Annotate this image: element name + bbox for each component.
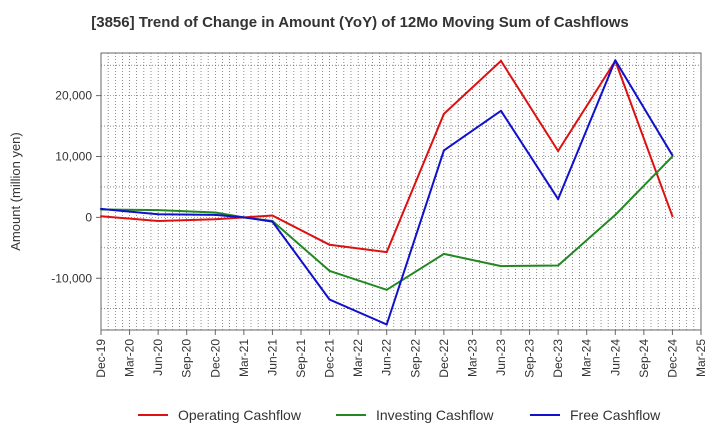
y-tick-label: 20,000 xyxy=(55,89,92,103)
data-point xyxy=(671,215,674,218)
legend: Operating Cashflow Investing Cashflow Free… xyxy=(138,407,661,423)
series-line-operating-cashflow xyxy=(100,59,674,254)
x-tick-label: Dec-21 xyxy=(323,339,337,378)
data-point xyxy=(242,216,245,219)
grid-lines xyxy=(100,53,701,330)
data-point xyxy=(500,59,502,62)
data-point xyxy=(500,109,502,112)
x-tick-label: Dec-19 xyxy=(94,339,108,378)
data-point xyxy=(328,269,331,272)
data-point xyxy=(157,209,160,212)
data-point xyxy=(271,214,274,217)
data-point xyxy=(157,220,160,223)
data-point xyxy=(214,213,217,216)
series-lines xyxy=(100,59,674,326)
data-point xyxy=(100,215,102,218)
data-point xyxy=(385,251,388,254)
y-axis-ticks: 20,000 10,000 0 -10,000 xyxy=(51,89,101,285)
x-tick-label: Mar-20 xyxy=(123,339,137,377)
data-point xyxy=(557,150,560,153)
data-point xyxy=(442,149,445,152)
data-point xyxy=(557,264,560,267)
data-point xyxy=(271,220,274,223)
data-point xyxy=(442,112,445,115)
data-point xyxy=(671,154,674,157)
data-point xyxy=(328,298,331,301)
series-line-investing-cashflow xyxy=(100,155,674,291)
x-tick-label: Dec-22 xyxy=(437,339,451,378)
x-axis-ticks: Dec-19 Mar-20 Jun-20 Sep-20 Dec-20 Mar-21 Jun-… xyxy=(94,330,708,378)
data-point xyxy=(614,59,617,62)
data-point xyxy=(328,243,331,246)
x-tick-label: Mar-23 xyxy=(465,339,479,377)
data-point xyxy=(385,288,388,291)
y-axis-title: Amount (million yen) xyxy=(8,132,23,251)
series-line-free-cashflow xyxy=(100,59,674,326)
x-tick-label: Jun-23 xyxy=(494,339,508,376)
data-point xyxy=(157,213,160,216)
y-tick-label: 10,000 xyxy=(55,149,92,163)
x-tick-label: Sep-22 xyxy=(408,339,422,378)
x-tick-label: Sep-21 xyxy=(294,339,308,378)
data-point xyxy=(500,265,502,268)
x-tick-label: Sep-23 xyxy=(523,339,537,378)
y-tick-label: 0 xyxy=(85,210,92,224)
x-tick-label: Mar-22 xyxy=(351,339,365,377)
data-point xyxy=(442,252,445,255)
legend-label: Operating Cashflow xyxy=(178,407,302,423)
x-tick-label: Jun-22 xyxy=(380,339,394,376)
data-point xyxy=(557,198,560,201)
y-tick-label: -10,000 xyxy=(51,271,92,285)
data-point xyxy=(614,213,617,216)
x-tick-label: Mar-25 xyxy=(694,339,708,377)
x-tick-label: Jun-24 xyxy=(608,339,622,376)
data-point xyxy=(385,323,388,326)
x-tick-label: Jun-21 xyxy=(265,339,279,376)
x-tick-label: Dec-24 xyxy=(665,339,679,378)
x-tick-label: Dec-23 xyxy=(551,339,565,378)
x-tick-label: Sep-20 xyxy=(180,339,194,378)
plot-area xyxy=(100,52,702,331)
x-tick-label: Mar-21 xyxy=(237,339,251,377)
data-point xyxy=(214,211,217,214)
legend-label: Free Cashflow xyxy=(570,407,661,423)
x-tick-label: Jun-20 xyxy=(151,339,165,376)
data-point xyxy=(214,218,217,221)
x-tick-label: Mar-24 xyxy=(580,339,594,377)
x-tick-label: Dec-20 xyxy=(208,339,222,378)
data-point xyxy=(100,207,102,210)
chart-title: [3856] Trend of Change in Amount (YoY) o… xyxy=(91,14,629,31)
legend-label: Investing Cashflow xyxy=(376,407,494,423)
x-tick-label: Sep-24 xyxy=(637,339,651,378)
